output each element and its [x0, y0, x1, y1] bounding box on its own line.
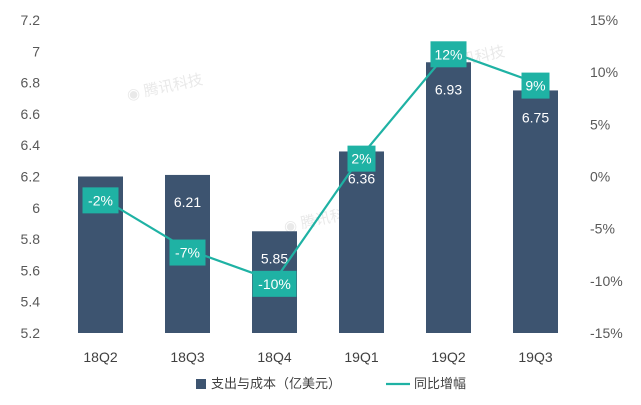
growth-value-label: -2% [88, 192, 113, 208]
legend-line-label: 同比增幅 [414, 376, 466, 391]
right-tick-label: -10% [590, 273, 623, 289]
right-tick-label: 5% [590, 116, 610, 132]
growth-label-box [252, 270, 297, 297]
left-tick-label: 6.2 [21, 169, 41, 185]
left-tick-label: 6.6 [21, 106, 41, 122]
bar-19Q3 [513, 90, 558, 333]
bar-value-label: 6.75 [522, 109, 549, 125]
left-tick-label: 6.4 [21, 137, 41, 153]
growth-value-label: 2% [351, 151, 371, 167]
growth-label-box [430, 41, 467, 68]
x-tick-label: 19Q2 [431, 349, 465, 365]
right-tick-label: 15% [590, 12, 618, 28]
growth-label-box [347, 145, 376, 172]
watermark-text: ◉ 腾讯科技 [125, 71, 204, 104]
bar-19Q1 [339, 151, 384, 333]
legend-bar-label: 支出与成本（亿美元） [211, 376, 341, 391]
right-tick-label: -5% [590, 221, 615, 237]
growth-label-box [521, 72, 550, 99]
bar-value-label: 5.85 [261, 250, 288, 266]
x-tick-label: 18Q4 [257, 349, 291, 365]
left-tick-label: 5.2 [21, 325, 41, 341]
left-tick-label: 6 [32, 200, 40, 216]
legend: 支出与成本（亿美元） 同比增幅 [196, 376, 466, 391]
bar-19Q2 [426, 62, 471, 333]
bar-value-label: 6.21 [174, 194, 201, 210]
legend-bar-swatch [196, 379, 206, 389]
left-tick-label: 7.2 [21, 12, 41, 28]
left-tick-label: 5.8 [21, 231, 41, 247]
growth-value-label: -10% [258, 276, 291, 292]
bar-value-label: 6.36 [348, 170, 375, 186]
bar-series [78, 62, 558, 333]
growth-value-label: 12% [434, 46, 462, 62]
x-tick-label: 18Q2 [83, 349, 117, 365]
growth-label-box [82, 187, 119, 214]
right-tick-label: -15% [590, 325, 623, 341]
left-tick-label: 5.4 [21, 294, 41, 310]
right-axis-ticks: -15% -10% -5% 0% 5% 10% 15% [590, 12, 623, 341]
left-tick-label: 5.6 [21, 262, 41, 278]
right-tick-label: 10% [590, 64, 618, 80]
x-tick-label: 18Q3 [170, 349, 204, 365]
left-tick-label: 7 [32, 43, 40, 59]
x-axis-labels: 18Q2 18Q3 18Q4 19Q1 19Q2 19Q3 [83, 349, 552, 365]
left-axis-ticks: 5.2 5.4 5.6 5.8 6 6.2 6.4 6.6 6.8 7 7.2 [21, 12, 41, 341]
x-tick-label: 19Q1 [344, 349, 378, 365]
right-tick-label: 0% [590, 169, 610, 185]
x-tick-label: 19Q3 [518, 349, 552, 365]
growth-value-labels: -2% -7% -10% 2% 12% 9% [82, 41, 550, 297]
bar-value-label: 6.93 [435, 81, 462, 97]
growth-value-label: 9% [525, 78, 545, 94]
growth-value-label: -7% [175, 245, 200, 261]
growth-label-box [169, 239, 206, 266]
bar-value-labels: 6.26.215.856.366.936.75 [91, 81, 550, 266]
left-tick-label: 6.8 [21, 75, 41, 91]
